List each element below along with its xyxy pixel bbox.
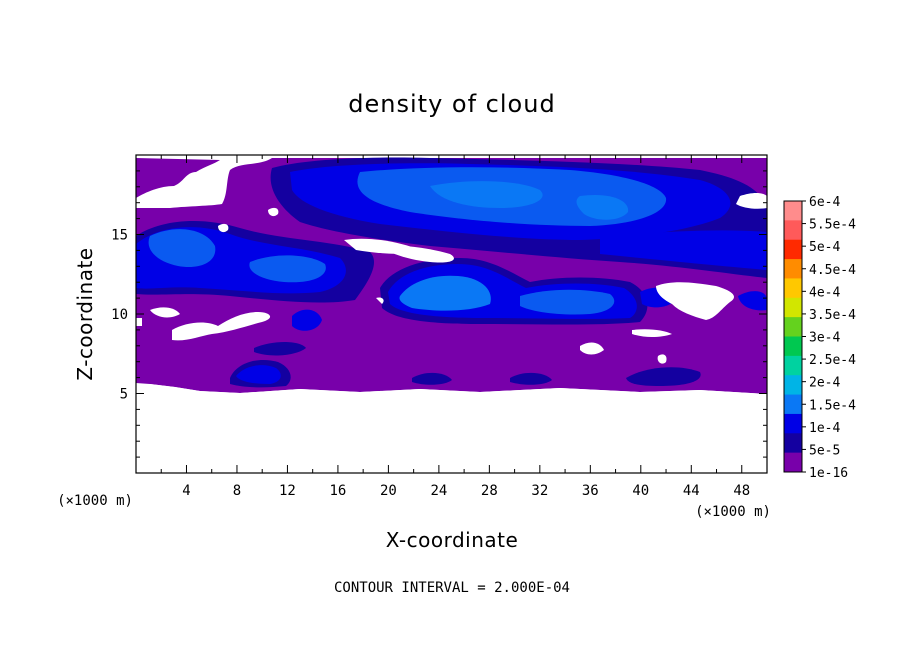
x-tick-label: 12: [279, 483, 296, 499]
y-tick-label: 5: [120, 387, 128, 403]
y-tick-label: 15: [111, 228, 128, 244]
field-region-left-mid-core: [148, 229, 216, 268]
colorbar-swatch: [784, 394, 802, 415]
colorbar: 6e-4 5.5e-4 5e-4 4.5e-4 4e-4 3.5e-4 3e-4 2.5e-4…: [783, 195, 856, 481]
x-axis-label: X-coordinate: [386, 528, 519, 552]
field-region-small-streak: [254, 342, 306, 356]
colorbar-label: 6e-4: [809, 195, 840, 210]
cloud-density-field: [136, 157, 767, 473]
colorbar-label: 5.5e-4: [809, 218, 856, 233]
field-region-central-core: [399, 275, 491, 311]
field-region-low-mid2: [510, 372, 552, 385]
colorbar-label: 3.5e-4: [809, 308, 856, 323]
colorbar-label: 5e-5: [809, 443, 840, 458]
y-ticks: 5 10 15: [111, 170, 767, 458]
colorbar-swatch: [784, 336, 802, 357]
colorbar-swatch: [784, 201, 802, 221]
colorbar-label: 4.5e-4: [809, 263, 856, 278]
clear-air-gaps: [136, 158, 767, 473]
colorbar-swatch: [784, 433, 802, 454]
x-ticks: 4 8 12 16 20 24 28 32 36 40 44 48: [160, 155, 750, 499]
x-tick-label: 28: [481, 483, 498, 499]
colorbar-swatch: [784, 452, 802, 473]
colorbar-label: 5e-4: [809, 240, 840, 255]
x-tick-label: 24: [430, 483, 447, 499]
colorbar-swatch: [784, 220, 802, 241]
x-unit-left: (×1000 m): [57, 493, 133, 509]
colorbar-label: 2.5e-4: [809, 353, 856, 368]
field-region-low-mid: [412, 372, 452, 385]
colorbar-swatch: [784, 355, 802, 376]
x-tick-label: 32: [531, 483, 548, 499]
field-region-right-band: [600, 230, 767, 270]
colorbar-label: 1e-4: [809, 421, 840, 436]
colorbar-label: 1e-16: [809, 466, 848, 481]
field-region-left-mid-core2: [249, 255, 326, 283]
contour-interval-note: CONTOUR INTERVAL = 2.000E-04: [334, 580, 570, 596]
colorbar-swatch: [784, 259, 802, 279]
x-tick-label: 36: [582, 483, 599, 499]
colorbar-swatch: [784, 239, 802, 260]
x-tick-label: 16: [329, 483, 346, 499]
field-region-low-left-core: [236, 365, 281, 384]
chart-title: density of cloud: [348, 90, 555, 118]
colorbar-label: 1.5e-4: [809, 398, 856, 413]
y-tick-label: 10: [111, 307, 128, 323]
x-tick-label: 8: [233, 483, 241, 499]
x-tick-label: 40: [632, 483, 649, 499]
colorbar-swatch: [784, 413, 802, 434]
colorbar-swatch: [784, 375, 802, 396]
colorbar-label: 2e-4: [809, 376, 840, 391]
x-tick-label: 44: [683, 483, 700, 499]
x-tick-label: 20: [380, 483, 397, 499]
field-region-low-right: [626, 367, 701, 386]
field-region-right-edge-blob: [738, 291, 767, 311]
x-tick-label: 4: [182, 483, 190, 499]
field-region-upper-core-inner2: [576, 194, 629, 220]
colorbar-swatch: [784, 297, 802, 318]
colorbar-swatch: [784, 317, 802, 337]
x-tick-label: 48: [733, 483, 750, 499]
colorbar-label: 4e-4: [809, 285, 840, 300]
x-unit-right: (×1000 m): [695, 504, 771, 520]
colorbar-label: 3e-4: [809, 331, 840, 346]
colorbar-swatch: [784, 278, 802, 299]
field-region-central-core2: [520, 289, 615, 315]
y-axis-label: Z-coordinate: [73, 247, 97, 380]
field-region-upper-core-inner: [430, 181, 543, 208]
field-region-small-blob: [292, 309, 322, 331]
